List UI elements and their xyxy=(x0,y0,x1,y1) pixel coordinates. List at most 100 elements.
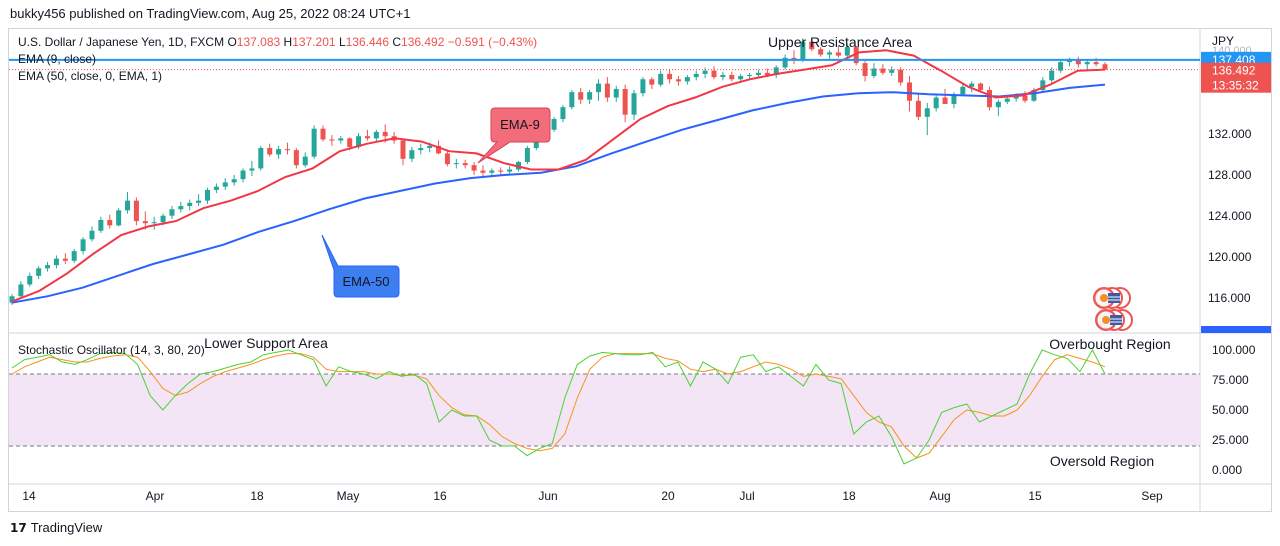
legend-stoch[interactable]: Stochastic Oscillator (14, 3, 80, 20) xyxy=(18,343,205,357)
chart-frame[interactable] xyxy=(8,28,1272,512)
candle-body[interactable] xyxy=(196,200,202,203)
candle-body[interactable] xyxy=(231,179,237,183)
candle-body[interactable] xyxy=(960,86,966,95)
candle-body[interactable] xyxy=(747,74,753,77)
candle-body[interactable] xyxy=(1022,95,1028,101)
candle-body[interactable] xyxy=(80,239,86,252)
candle-body[interactable] xyxy=(675,79,681,82)
ema9-line[interactable] xyxy=(11,49,1106,303)
candle-body[interactable] xyxy=(27,275,33,285)
candle-body[interactable] xyxy=(889,69,895,73)
candle-body[interactable] xyxy=(178,206,184,210)
candle-body[interactable] xyxy=(462,163,468,166)
candle-body[interactable] xyxy=(907,82,913,101)
candle-body[interactable] xyxy=(578,92,584,100)
candle-body[interactable] xyxy=(364,136,370,139)
candle-body[interactable] xyxy=(915,100,921,117)
candle-body[interactable] xyxy=(933,97,939,109)
candle-body[interactable] xyxy=(222,182,228,187)
candle-body[interactable] xyxy=(453,163,459,165)
candle-body[interactable] xyxy=(36,268,42,276)
candle-body[interactable] xyxy=(373,131,379,139)
candle-body[interactable] xyxy=(18,284,24,297)
candle-body[interactable] xyxy=(151,222,157,224)
candle-body[interactable] xyxy=(871,68,877,77)
candle-body[interactable] xyxy=(107,219,113,226)
candle-body[interactable] xyxy=(98,219,104,231)
candle-body[interactable] xyxy=(604,83,610,98)
candle-body[interactable] xyxy=(409,150,415,159)
candle-body[interactable] xyxy=(986,90,992,108)
candle-body[interactable] xyxy=(116,210,122,226)
candle-body[interactable] xyxy=(347,138,353,147)
tradingview-brand[interactable]: 17 TradingView xyxy=(10,520,102,535)
candle-body[interactable] xyxy=(480,170,486,173)
candle-body[interactable] xyxy=(951,94,957,104)
candle-body[interactable] xyxy=(1075,59,1081,65)
candle-body[interactable] xyxy=(533,137,539,149)
stoch-k-line[interactable] xyxy=(11,348,1106,465)
candle-body[interactable] xyxy=(1066,59,1072,63)
candle-body[interactable] xyxy=(1040,80,1046,91)
candle-body[interactable] xyxy=(551,119,557,130)
candle-body[interactable] xyxy=(524,148,530,162)
candle-body[interactable] xyxy=(569,92,575,108)
candle-body[interactable] xyxy=(267,148,273,155)
candle-body[interactable] xyxy=(693,73,699,78)
candle-body[interactable] xyxy=(444,153,450,165)
candle-body[interactable] xyxy=(471,165,477,171)
candle-body[interactable] xyxy=(835,52,841,56)
candle-body[interactable] xyxy=(924,108,930,117)
candle-body[interactable] xyxy=(436,145,442,154)
last-price-tag[interactable] xyxy=(1201,62,1271,93)
candle-body[interactable] xyxy=(293,150,299,166)
candle-body[interactable] xyxy=(720,74,726,78)
legend-ema50[interactable]: EMA (50, close, 0, EMA, 1) xyxy=(18,69,163,83)
candle-body[interactable] xyxy=(755,72,761,75)
candle-body[interactable] xyxy=(1013,95,1019,99)
candle-body[interactable] xyxy=(773,67,779,75)
candle-body[interactable] xyxy=(622,88,628,115)
candle-body[interactable] xyxy=(356,136,362,147)
ema9-callout-bubble[interactable] xyxy=(477,107,551,164)
candle-body[interactable] xyxy=(1093,62,1099,65)
candle-body[interactable] xyxy=(89,230,95,240)
candle-body[interactable] xyxy=(658,73,664,85)
candle-body[interactable] xyxy=(649,79,655,85)
candle-body[interactable] xyxy=(1084,62,1090,65)
ema50-callout-bubble[interactable] xyxy=(321,234,400,298)
candle-body[interactable] xyxy=(418,148,424,151)
candle-body[interactable] xyxy=(498,170,504,172)
candle-body[interactable] xyxy=(427,145,433,149)
candle-body[interactable] xyxy=(240,170,246,180)
candle-body[interactable] xyxy=(978,83,984,91)
candle-body[interactable] xyxy=(71,251,77,261)
candle-body[interactable] xyxy=(711,70,717,78)
candle-body[interactable] xyxy=(827,52,833,55)
candle-body[interactable] xyxy=(560,107,566,120)
candle-body[interactable] xyxy=(587,92,593,100)
candle-body[interactable] xyxy=(53,258,59,266)
candle-body[interactable] xyxy=(133,200,139,222)
candle-body[interactable] xyxy=(249,168,255,171)
candle-body[interactable] xyxy=(782,57,788,68)
candle-body[interactable] xyxy=(613,88,619,98)
candle-body[interactable] xyxy=(898,69,904,83)
candle-body[interactable] xyxy=(62,258,68,261)
candle-body[interactable] xyxy=(187,202,193,207)
candle-body[interactable] xyxy=(311,128,317,157)
candle-body[interactable] xyxy=(862,63,868,77)
candle-body[interactable] xyxy=(702,70,708,74)
candle-body[interactable] xyxy=(1004,98,1010,102)
candle-body[interactable] xyxy=(489,170,495,173)
candle-body[interactable] xyxy=(169,209,175,216)
candle-body[interactable] xyxy=(276,149,282,155)
candle-body[interactable] xyxy=(45,265,51,269)
candle-body[interactable] xyxy=(738,76,744,80)
candle-body[interactable] xyxy=(844,47,850,56)
candle-body[interactable] xyxy=(853,47,859,64)
candle-body[interactable] xyxy=(507,169,513,172)
ema50-line[interactable] xyxy=(11,83,1106,304)
candle-body[interactable] xyxy=(729,74,735,80)
